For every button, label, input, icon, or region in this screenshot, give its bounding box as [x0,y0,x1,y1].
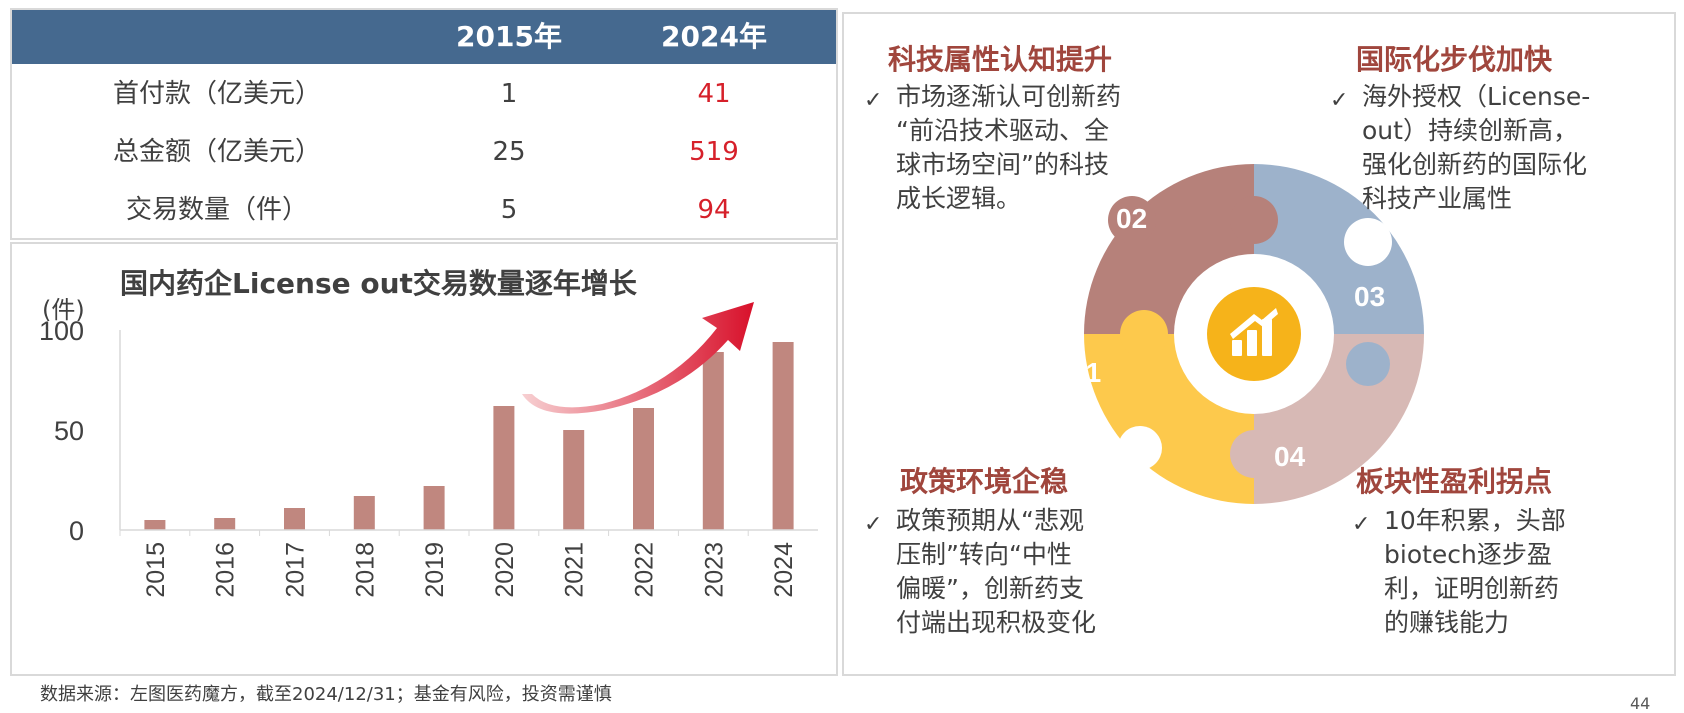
driver-title-policy: 政策环境企稳 [900,465,1069,498]
y-tick-label: 50 [54,416,84,446]
puzzle-tab-04 [1230,430,1278,478]
growth-arrow-icon [522,302,754,414]
bar-2024 [772,342,794,530]
text-line: 市场逐渐认可创新药 [896,82,1122,111]
check-icon: ✓ [1330,88,1349,113]
check-icon: ✓ [1352,512,1371,537]
x-tick-label: 2022 [631,542,659,598]
puzzle-label-02: 02 [1116,203,1147,234]
driver-title-international: 国际化步伐加快 [1356,43,1553,76]
bar-2016 [214,518,236,530]
bar-2017 [284,508,305,530]
text-line: 利，证明创新药 [1384,574,1560,603]
x-tick-label: 2016 [212,542,240,598]
bar-2015 [144,520,166,530]
text-line: 10年积累，头部 [1384,506,1566,535]
text-line: 球市场空间”的科技 [896,150,1109,179]
bar-2022 [633,408,654,530]
text-line: 强化创新药的国际化 [1362,150,1588,179]
driver-text-international: 海外授权（License- out）持续创新高， 强化创新药的国际化 科技产业属… [1362,80,1662,216]
text-line: 海外授权（License- [1362,82,1591,111]
puzzle-label-04: 04 [1274,441,1306,472]
text-line: 的赚钱能力 [1384,608,1510,637]
text-line: 付端出现积极变化 [896,608,1097,637]
bar-chart-panel: 0 50 100 2015 2016 2017 2018 2019 2020 2021 2022 2… [10,242,838,676]
bar-chart: 0 50 100 2015 2016 2017 2018 2019 2020 2021 2022 2… [39,302,818,598]
puzzle-tab-01 [1120,310,1168,358]
text-line: 压制”转向“中性 [896,540,1072,569]
summary-table: 2015年 2024年 首付款（亿美元） 1 41 总金额（亿美元） 25 51… [10,8,838,240]
x-tick-label: 2024 [770,542,798,598]
puzzle-notch-01 [1118,426,1162,470]
text-line: 偏暖”，创新药支 [896,574,1084,603]
table-row: 首付款（亿美元） 1 41 [12,64,836,124]
puzzle-label-01: 01 [1070,357,1101,388]
x-tick-label: 2020 [491,542,519,598]
puzzle-tab-03 [1346,342,1390,386]
table-header: 2015年 2024年 [12,10,836,64]
driver-title-profit: 板块性盈利拐点 [1356,465,1553,498]
text-line: 成长逻辑。 [896,184,1022,213]
text-line: “前沿技术驱动、全 [896,116,1109,145]
value-2015: 1 [500,79,518,109]
driver-text-policy: 政策预期从“悲观 压制”转向“中性 偏暖”，创新药支 付端出现积极变化 [896,504,1136,640]
row-label: 交易数量（件） [125,195,308,225]
page-number: 44 [1630,694,1651,713]
x-tick-label: 2019 [421,542,449,598]
x-tick-label: 2023 [700,542,728,598]
value-2024: 94 [697,195,731,225]
x-tick-label: 2017 [282,542,310,598]
puzzle-label-03: 03 [1354,281,1385,312]
header-2024: 2024年 [661,20,767,53]
table-row: 交易数量（件） 5 94 [12,180,836,240]
puzzle-tab-02b [1230,196,1278,244]
driver-text-profit: 10年积累，头部 biotech逐步盈 利，证明创新药 的赚钱能力 [1384,504,1644,640]
header-2015: 2015年 [456,20,562,53]
bar-2023 [702,352,724,530]
bar-2018 [353,496,375,530]
y-tick-label: 100 [39,316,84,346]
puzzle-tab-02 [1108,196,1156,244]
table-row: 总金额（亿美元） 25 519 [12,122,836,182]
y-axis-unit-label: (件) [42,296,85,324]
x-tick-label: 2015 [142,542,170,598]
puzzle-diagram: 01 02 03 04 [1070,164,1424,504]
row-label: 总金额（亿美元） [112,137,321,167]
data-source-note: 数据来源：左图医药魔方，截至2024/12/31；基金有风险，投资需谨慎 [40,684,612,705]
value-2015: 25 [492,137,526,167]
chart-title: 国内药企License out交易数量逐年增长 [120,267,637,300]
y-tick-label: 0 [69,516,84,546]
row-label: 首付款（亿美元） [112,79,321,109]
bar-2019 [423,486,445,530]
bar-2020 [493,406,515,530]
growth-bar-chart-icon [1230,308,1278,356]
value-2024: 41 [697,79,731,109]
text-line: biotech逐步盈 [1384,540,1552,569]
text-line: 政策预期从“悲观 [896,506,1084,535]
text-line: out）持续创新高， [1362,116,1578,145]
driver-text-tech: 市场逐渐认可创新药 “前沿技术驱动、全 球市场空间”的科技 成长逻辑。 [896,80,1156,216]
puzzle-notch-03 [1344,218,1392,266]
check-icon: ✓ [864,512,883,537]
drivers-panel: 01 02 03 04 科技属性认知提升 ✓ 市场逐渐认可创新药 “前沿技术驱动… [842,12,1676,676]
value-2015: 5 [500,195,518,225]
value-2024: 519 [689,137,739,167]
text-line: 科技产业属性 [1362,184,1513,213]
check-icon: ✓ [864,88,883,113]
x-tick-label: 2018 [351,542,379,598]
bar-2021 [563,430,585,530]
x-tick-label: 2021 [561,542,589,598]
driver-title-tech: 科技属性认知提升 [888,43,1113,76]
